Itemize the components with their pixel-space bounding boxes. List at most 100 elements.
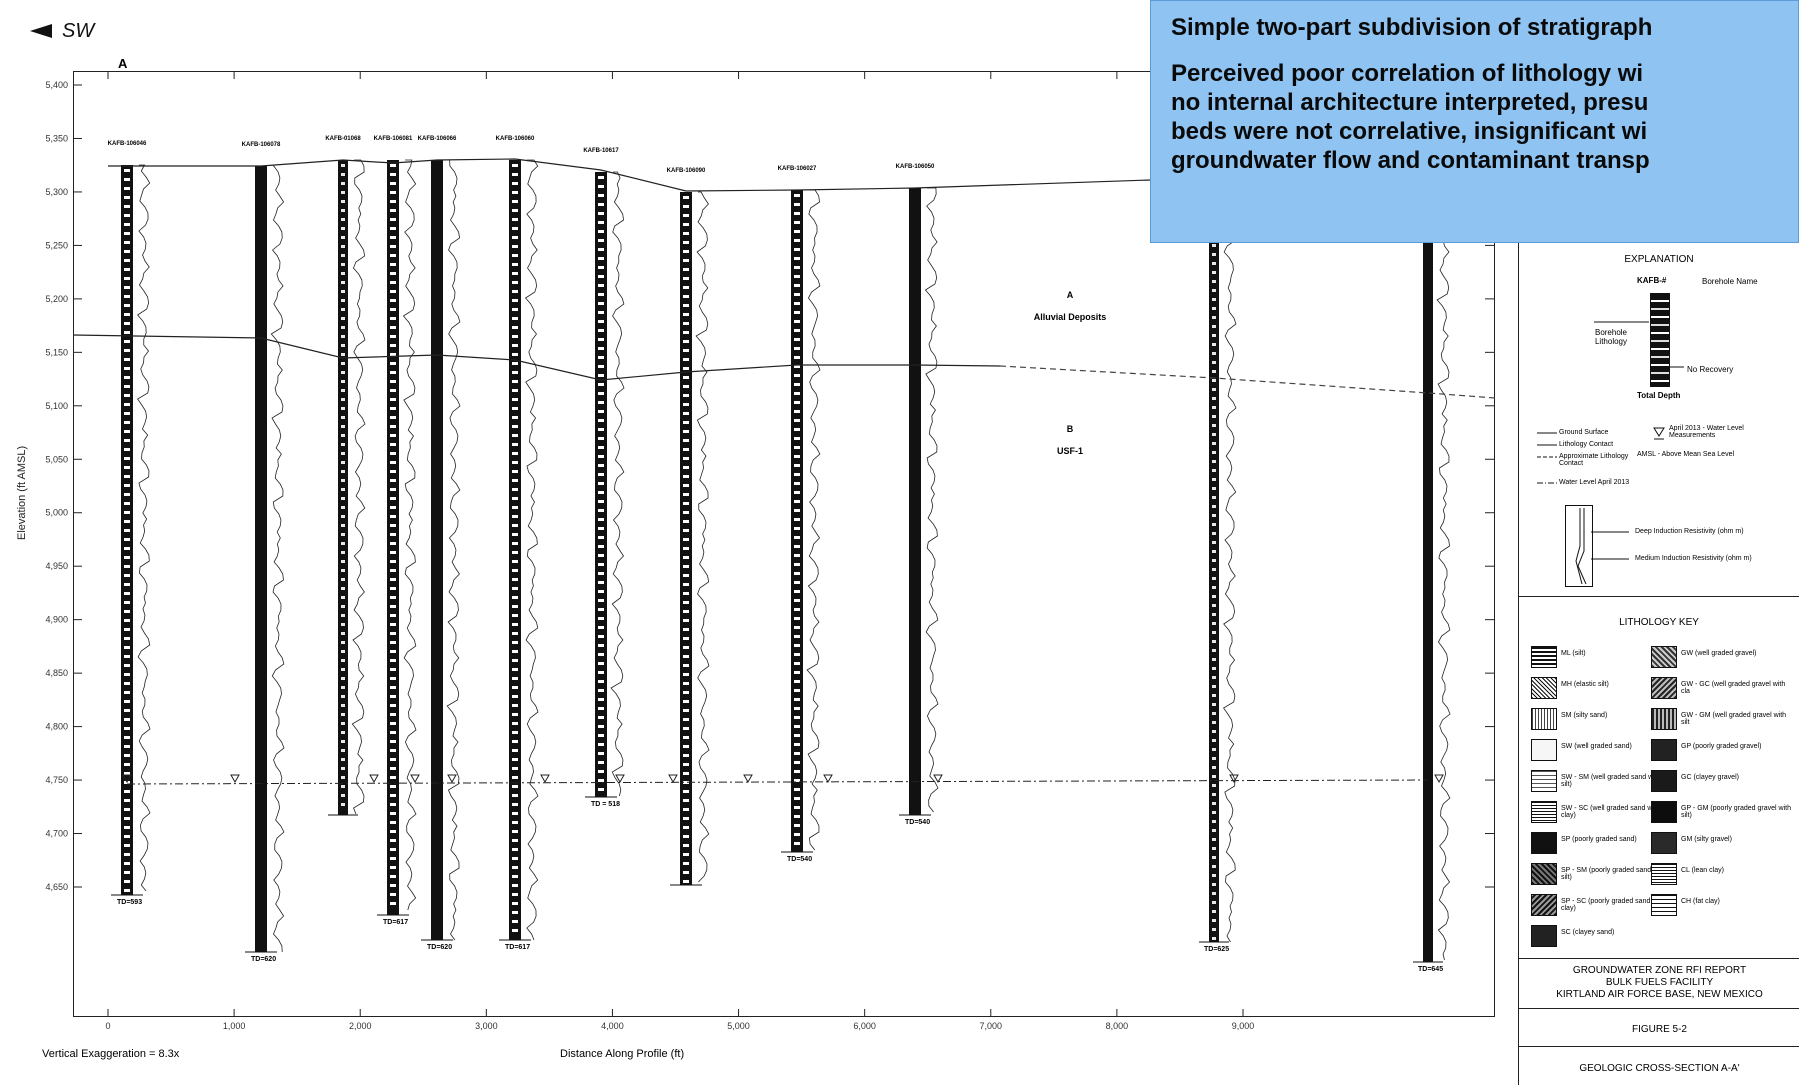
lithology-band [794,320,800,323]
lithology-band [794,428,800,431]
lithology-band [124,556,130,559]
resistivity-log [137,164,151,892]
lithology-swatch [1531,677,1557,699]
legend-panel: EXPLANATION KAFB-# Borehole Name Borehol… [1518,243,1799,1085]
lithology-band [598,536,604,539]
y-tick-label: 4,650 [45,882,68,892]
lithology-band [512,560,518,563]
lithology-band [598,212,604,215]
lithology-band [598,446,604,449]
lithology-band [341,470,345,473]
x-tick-label: 4,000 [601,1021,624,1031]
lithology-band [794,581,800,584]
lithology-swatch [1531,925,1557,947]
lithology-band [124,592,130,595]
lithology-key-label: SC (clayey sand) [1561,929,1615,936]
deep-resistivity-legend: Deep Induction Resistivity (ohm m) [1635,528,1744,535]
lithology-band [390,794,396,797]
lithology-band [512,929,518,932]
lithology-band [512,407,518,410]
lithology-band [598,734,604,737]
lithology-band [683,835,689,838]
lithology-band [1212,325,1216,328]
lithology-band [1212,307,1216,310]
lithology-band [512,884,518,887]
callout-line-1: Simple two-part subdivision of stratigra… [1171,14,1653,41]
lithology-band [124,853,130,856]
lithology-band [512,839,518,842]
lithology-band [1212,883,1216,886]
borehole-name: KAFB-106090 [666,168,706,174]
lithology-band [390,317,396,320]
lithology-band [1212,838,1216,841]
lithology-band [683,790,689,793]
lithology-band [512,704,518,707]
lithology-band [683,844,689,847]
total-depth-label: TD=645 [1418,966,1444,973]
lithology-band [794,779,800,782]
lithology-band [341,344,345,347]
lithology-band [341,578,345,581]
lithology-band [390,542,396,545]
lithology-band [598,590,604,593]
lithology-band [512,569,518,572]
lithology-band [1212,352,1216,355]
callout-line-2b: no internal architecture interpreted, pr… [1171,89,1649,116]
x-tick-label: 2,000 [349,1021,372,1031]
lithology-band [124,475,130,478]
lithology-band [794,563,800,566]
lithology-band [794,365,800,368]
lithology-swatch [1651,708,1677,730]
lithology-band [341,236,345,239]
lithology-band [124,529,130,532]
lithology-band [390,344,396,347]
lithology-band [512,893,518,896]
lithology-key-label: GW - GC (well graded gravel with cla [1681,681,1786,695]
lithology-band [124,259,130,262]
lithology-band [390,632,396,635]
lithology-band [512,758,518,761]
borehole-column [421,159,461,941]
lithology-band [341,272,345,275]
lithology-band [512,389,518,392]
lithology-swatch [1531,894,1557,916]
ground-surface-line [108,158,1151,192]
lithology-band [683,349,689,352]
y-tick-label: 5,000 [45,508,68,518]
lithology-band [124,817,130,820]
lithology-band [683,520,689,523]
lithology-band [794,230,800,233]
water-level-marker-icon [1434,774,1444,784]
lithology-band [341,794,345,797]
lithology-band [683,448,689,451]
lithology-band [124,295,130,298]
approx-contact-legend: Approximate Lithology Contact [1559,453,1629,467]
lithology-band [390,173,396,176]
lithology-band [683,718,689,721]
figure-caption: GEOLOGIC CROSS-SECTION A-A' [1579,1063,1740,1074]
lithology-band [512,245,518,248]
lithology-band [794,806,800,809]
lithology-band [390,821,396,824]
lithology-band [341,659,345,662]
lithology-band [598,419,604,422]
lithology-band [794,743,800,746]
lithology-band [124,583,130,586]
water-level-marker-icon [410,774,420,784]
lithology-band [683,655,689,658]
lithology-band [1212,820,1216,823]
lithology-band [1212,343,1216,346]
lithology-band [390,380,396,383]
lithology-band [124,763,130,766]
lithology-band [124,349,130,352]
lithology-band [341,623,345,626]
lithology-band [124,412,130,415]
lithology-band [1212,775,1216,778]
lithology-band [1212,919,1216,922]
lithology-band [341,317,345,320]
lithology-band [1212,901,1216,904]
lithology-band [390,245,396,248]
lithology-band [124,610,130,613]
lithology-band [794,554,800,557]
lithology-band [794,527,800,530]
